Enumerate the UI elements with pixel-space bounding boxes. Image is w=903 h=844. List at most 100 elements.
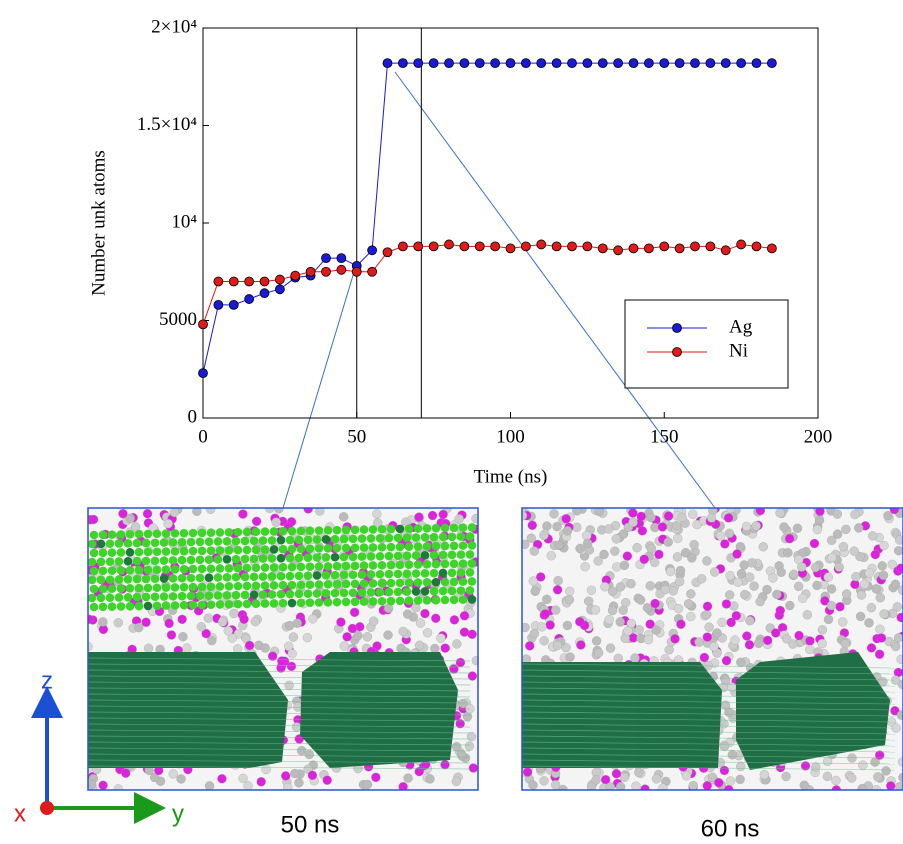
- atom: [420, 533, 430, 542]
- crystal-row: [88, 675, 471, 680]
- atom: [551, 605, 561, 615]
- atom: [732, 549, 742, 559]
- atom: [664, 645, 674, 655]
- atom: [305, 598, 315, 607]
- atom: [188, 564, 198, 574]
- atom: [615, 617, 625, 627]
- atom: [287, 562, 297, 572]
- atom: [794, 554, 804, 565]
- atom: [812, 524, 823, 535]
- atom: [864, 618, 874, 628]
- atom: [377, 596, 387, 606]
- crystal-row: [88, 657, 471, 662]
- atom: [404, 578, 414, 587]
- atom: [686, 611, 696, 622]
- crystal-row: [522, 711, 896, 717]
- atom: [855, 551, 865, 562]
- atom: [871, 584, 881, 594]
- atom: [350, 597, 360, 607]
- data-point: [459, 241, 470, 252]
- atom: [168, 556, 178, 565]
- atom: [522, 539, 530, 550]
- atom: [143, 565, 153, 575]
- atom: [775, 605, 785, 616]
- y-tick-label: 0: [188, 406, 198, 427]
- atom: [838, 541, 849, 552]
- data-point: [567, 58, 577, 68]
- atom: [420, 608, 430, 619]
- y-tick-label: 5000: [159, 309, 197, 330]
- atom: [242, 563, 252, 573]
- atom: [98, 584, 108, 594]
- atom: [811, 762, 821, 772]
- atom: [88, 514, 99, 525]
- atom: [522, 767, 533, 777]
- atom: [438, 550, 448, 560]
- atom: [141, 538, 151, 548]
- atom: [710, 567, 720, 577]
- atom: [284, 680, 294, 691]
- atom: [251, 581, 261, 591]
- atom: [177, 537, 187, 547]
- atom: [422, 628, 433, 638]
- atom: [291, 722, 302, 732]
- atom: [206, 564, 216, 573]
- atom: [258, 572, 268, 581]
- atom: [314, 526, 324, 535]
- atom: [736, 568, 747, 579]
- legend-label: Ni: [729, 340, 748, 361]
- crystal-row: [88, 741, 471, 746]
- atom: [251, 545, 261, 555]
- atom: [572, 508, 582, 516]
- atom: [339, 588, 349, 598]
- atom: [296, 580, 306, 590]
- atom: [422, 560, 432, 569]
- atom: [702, 609, 712, 620]
- data-point: [290, 270, 301, 281]
- atom: [215, 582, 225, 591]
- crystal-row: [522, 663, 896, 669]
- atom: [116, 530, 126, 539]
- atom: [105, 593, 115, 602]
- crystals: [522, 652, 896, 771]
- atom: [267, 536, 277, 545]
- atom: [123, 592, 133, 602]
- atom: [631, 781, 641, 790]
- atom: [449, 541, 459, 551]
- atom: [224, 582, 234, 591]
- data-point: [459, 58, 470, 68]
- atom: [881, 766, 891, 776]
- atom: [660, 584, 670, 595]
- data-point: [751, 241, 762, 252]
- atom: [688, 780, 698, 790]
- atom: [341, 543, 351, 553]
- atom: [240, 536, 250, 546]
- atom: [249, 554, 259, 564]
- atom: [134, 583, 144, 593]
- atom: [294, 571, 304, 581]
- atom: [440, 559, 450, 569]
- atom: [621, 597, 631, 608]
- atom: [429, 568, 439, 578]
- atom: [205, 508, 216, 514]
- atom: [88, 614, 94, 624]
- atom: [260, 643, 270, 653]
- atom: [630, 653, 640, 663]
- data-point: [382, 58, 393, 68]
- atom: [868, 531, 878, 541]
- atom: [593, 556, 603, 566]
- data-point: [444, 58, 454, 68]
- atom: [240, 590, 250, 600]
- atom: [467, 595, 477, 604]
- x-axis-title: Time (ns): [474, 466, 548, 487]
- atom: [150, 538, 160, 548]
- plot: 0 50 100 150 200 0 5000 10⁴ 1.5×10⁴ 2×10⁴ Time (ns…: [88, 16, 832, 487]
- atom: [269, 563, 279, 572]
- atom: [114, 539, 124, 548]
- crystal: [88, 652, 288, 768]
- atom: [673, 603, 684, 614]
- atom: [552, 585, 563, 595]
- crystal-row: [522, 735, 896, 741]
- atom: [634, 767, 644, 778]
- atom: [758, 542, 768, 552]
